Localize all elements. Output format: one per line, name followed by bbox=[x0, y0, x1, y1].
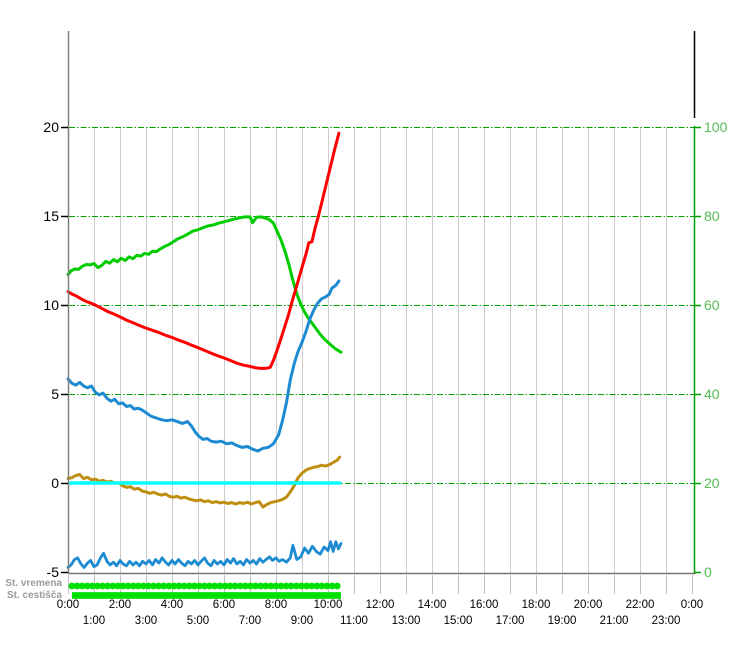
series-red-line bbox=[66, 131, 341, 370]
x-tick-label: 12:00 bbox=[366, 599, 395, 611]
x-tick-label: 16:00 bbox=[470, 599, 499, 611]
x-tick-label: 14:00 bbox=[418, 599, 447, 611]
x-tick-label: 18:00 bbox=[522, 599, 551, 611]
y-right-tick-label: 40 bbox=[704, 386, 720, 402]
x-tick-label: 5:00 bbox=[187, 615, 209, 627]
series-blue-line bbox=[66, 279, 341, 453]
y-left-tick-label: 10 bbox=[43, 297, 59, 313]
y-right-tick-label: 0 bbox=[704, 564, 712, 580]
y-left-tick-label: 15 bbox=[43, 208, 59, 224]
y-left-tick-label: 5 bbox=[51, 386, 59, 402]
x-tick-label: 1:00 bbox=[83, 615, 105, 627]
x-tick-label: 2:00 bbox=[109, 599, 131, 611]
x-tick-label: 0:00 bbox=[681, 599, 703, 611]
x-tick-label: 17:00 bbox=[496, 615, 525, 627]
x-tick-label: 4:00 bbox=[161, 599, 183, 611]
y-right-tick-label: 20 bbox=[704, 475, 720, 491]
x-tick-label: 15:00 bbox=[444, 615, 473, 627]
status-row-label-vremena: St. vremena bbox=[5, 578, 62, 589]
y-left-tick-label: 20 bbox=[43, 119, 59, 135]
x-tick-label: 8:00 bbox=[265, 599, 287, 611]
x-tick-label: 6:00 bbox=[213, 599, 235, 611]
series-blue-noisy-line bbox=[66, 540, 343, 569]
y-right-tick-label: 100 bbox=[704, 119, 728, 135]
x-tick-label: 21:00 bbox=[600, 615, 629, 627]
x-tick-label: 22:00 bbox=[626, 599, 655, 611]
y-left-tick-label: -5 bbox=[47, 564, 60, 580]
x-tick-label: 10:00 bbox=[314, 599, 343, 611]
x-tick-label: 9:00 bbox=[291, 615, 313, 627]
x-tick-label: 0:00 bbox=[57, 599, 79, 611]
status-row-label-cestisca: St. cestišča bbox=[6, 590, 62, 601]
x-tick-label: 19:00 bbox=[548, 615, 577, 627]
y-right-tick-label: 60 bbox=[704, 297, 720, 313]
y-left-tick-label: 0 bbox=[51, 475, 59, 491]
x-tick-label: 20:00 bbox=[574, 599, 603, 611]
x-tick-label: 13:00 bbox=[392, 615, 421, 627]
x-tick-label: 23:00 bbox=[652, 615, 681, 627]
x-tick-label: 11:00 bbox=[340, 615, 368, 627]
series-green-line bbox=[66, 215, 343, 354]
y-right-tick-label: 80 bbox=[704, 208, 720, 224]
x-tick-label: 3:00 bbox=[135, 615, 157, 627]
x-tick-label: 7:00 bbox=[239, 615, 261, 627]
